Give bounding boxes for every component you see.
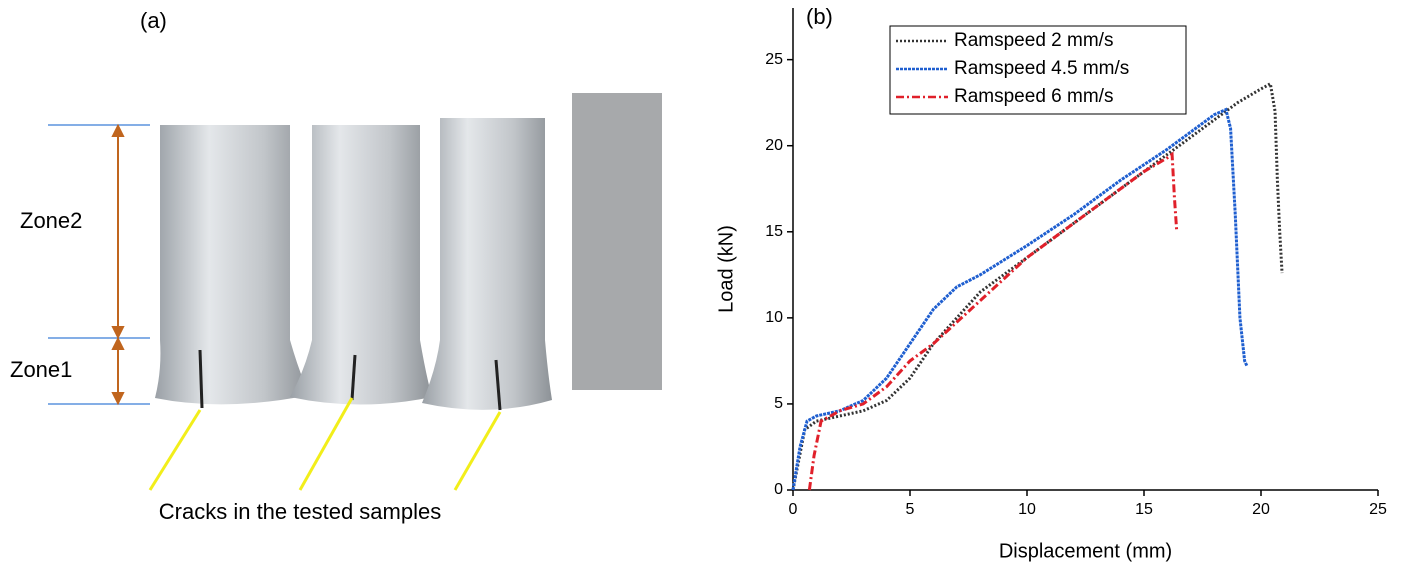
zone-label: Zone1	[10, 357, 72, 382]
x-tick-label: 25	[1369, 501, 1387, 518]
arrow-head	[111, 336, 125, 406]
panel-label: (a)	[140, 8, 167, 33]
ruler	[572, 93, 662, 390]
y-tick-label: 10	[765, 309, 783, 326]
pointer	[148, 409, 202, 491]
x-tick-label: 15	[1135, 501, 1153, 518]
x-axis-label: Displacement (mm)	[999, 540, 1172, 562]
x-tick-label: 20	[1252, 501, 1270, 518]
arrow-head	[111, 123, 125, 340]
x-tick-label: 0	[789, 501, 798, 518]
sample	[290, 125, 432, 405]
sample	[155, 125, 310, 405]
data-line	[807, 151, 1179, 491]
legend-label: Ramspeed 2 mm/s	[954, 30, 1113, 51]
legend-label: Ramspeed 4.5 mm/s	[954, 58, 1129, 79]
legend-label: Ramspeed 6 mm/s	[954, 86, 1113, 107]
y-tick-label: 5	[774, 395, 783, 412]
x-tick-label: 5	[906, 501, 915, 518]
crack	[350, 354, 357, 401]
x-tick-label: 10	[1018, 501, 1036, 518]
data-line	[791, 107, 1249, 491]
pointer	[453, 411, 502, 491]
y-axis-label: Load (kN)	[715, 225, 737, 313]
y-tick-label: 25	[765, 51, 783, 68]
sample	[422, 118, 552, 410]
crack	[494, 359, 502, 411]
zone-label: Zone2	[20, 208, 82, 233]
panel-label: (b)	[806, 4, 833, 29]
y-tick-label: 15	[765, 223, 783, 240]
crack	[198, 349, 204, 409]
panel-a: (a) Zone2 Zone1 Cracks in the tested sam…	[10, 8, 662, 524]
pointer	[298, 397, 354, 491]
y-tick-label: 20	[765, 137, 783, 154]
caption: Cracks in the tested samples	[159, 499, 441, 524]
y-tick-label: 0	[774, 481, 783, 498]
chart: (b) 0 5 10 15 20 25 0 5 10 15 20 25 Displacement (mm)…	[715, 4, 1387, 562]
data-line	[791, 81, 1284, 491]
legend-box	[889, 25, 1187, 115]
